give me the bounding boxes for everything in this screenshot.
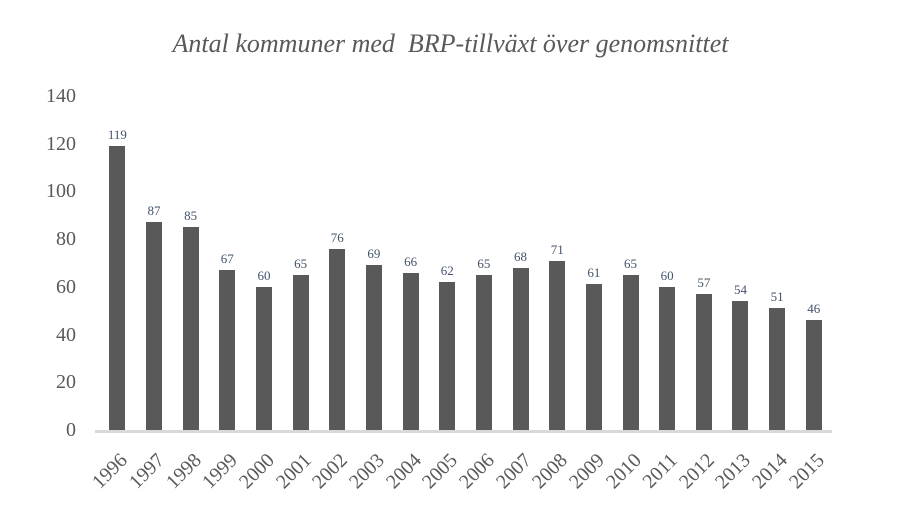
bar-value-label: 65	[477, 255, 491, 271]
y-axis-tick-label: 40	[56, 323, 76, 346]
y-axis-tick-label: 20	[56, 371, 76, 394]
bar-value-label: 68	[514, 248, 528, 264]
bar	[732, 301, 749, 430]
bar-group: 60 2011	[639, 96, 686, 493]
bar	[475, 274, 492, 430]
bar-group: 76 2002	[308, 96, 356, 493]
bar-value-label: 69	[367, 246, 381, 262]
bar-value-label: 61	[587, 265, 601, 281]
bar-group: 85 1998	[162, 96, 209, 493]
bar	[695, 294, 712, 430]
bar-value-label: 71	[550, 241, 564, 257]
bar	[769, 308, 786, 430]
bar-value-label: 51	[770, 289, 784, 305]
bar-group: 68 2007	[492, 96, 539, 493]
bar	[585, 284, 602, 430]
bar-group: 46 2015	[785, 96, 832, 493]
bar-value-label: 46	[807, 301, 821, 317]
bar	[109, 146, 126, 430]
bar-group: 119 1996	[88, 96, 136, 493]
bar	[329, 248, 346, 430]
bar-group: 66 2004	[382, 96, 429, 494]
bar-value-label: 62	[440, 263, 454, 279]
plot-area: 119 1996 87 1997 85 1998 67 1999 60 2000 65 2001 76 2…	[88, 96, 832, 494]
bar-group: 65 2010	[602, 96, 649, 493]
bar-value-label: 57	[697, 275, 711, 291]
y-axis-tick-label: 80	[56, 228, 76, 251]
bar-group: 67 1999	[198, 96, 246, 493]
bar-group: 87 1997	[125, 96, 173, 493]
bar	[182, 227, 199, 430]
bar	[255, 286, 272, 430]
bar-group: 71 2008	[528, 96, 576, 494]
bar-value-label: 60	[660, 267, 674, 283]
bar	[145, 222, 162, 430]
bar-value-label: 76	[330, 229, 344, 245]
bar	[805, 320, 822, 430]
bar	[439, 282, 456, 430]
bar-group: 51 2014	[748, 96, 796, 493]
bar	[512, 267, 529, 430]
y-axis-tick-label: 100	[46, 180, 76, 203]
bar-group: 60 2000	[235, 96, 283, 493]
bar-group: 62 2005	[418, 96, 466, 493]
bar-value-label: 65	[294, 255, 308, 271]
y-axis-tick-label: 60	[56, 275, 76, 298]
bar-value-label: 66	[404, 253, 418, 269]
x-axis-line	[95, 430, 832, 433]
y-axis-tick-label: 120	[46, 132, 76, 155]
bar-group: 54 2013	[711, 96, 759, 493]
bar	[402, 272, 419, 430]
y-axis-tick-label: 140	[46, 85, 76, 107]
bar	[219, 270, 236, 430]
bar-value-label: 65	[624, 255, 638, 271]
y-axis-tick-label: 0	[66, 419, 76, 441]
bar-value-label: 119	[107, 127, 127, 143]
bar-group: 65 2001	[272, 96, 319, 493]
bar	[365, 265, 382, 430]
bar-group: 57 2012	[675, 96, 723, 493]
bar-group: 69 2003	[345, 96, 393, 493]
bar	[622, 274, 639, 430]
bar	[549, 260, 566, 430]
bar	[292, 274, 309, 430]
bar-value-label: 87	[147, 203, 161, 219]
bar-value-label: 85	[184, 208, 198, 224]
bar-group: 61 2009	[565, 96, 613, 493]
y-axis: 0 20 40 60 80 100 120 140	[0, 86, 76, 440]
bar-value-label: 54	[733, 282, 747, 298]
bar	[659, 286, 676, 430]
chart-title: Antal kommuner med BRP-tillväxt över gen…	[172, 29, 729, 58]
bar-value-label: 67	[220, 251, 234, 267]
bar-value-label: 60	[257, 267, 271, 283]
bar-group: 65 2006	[455, 96, 503, 493]
